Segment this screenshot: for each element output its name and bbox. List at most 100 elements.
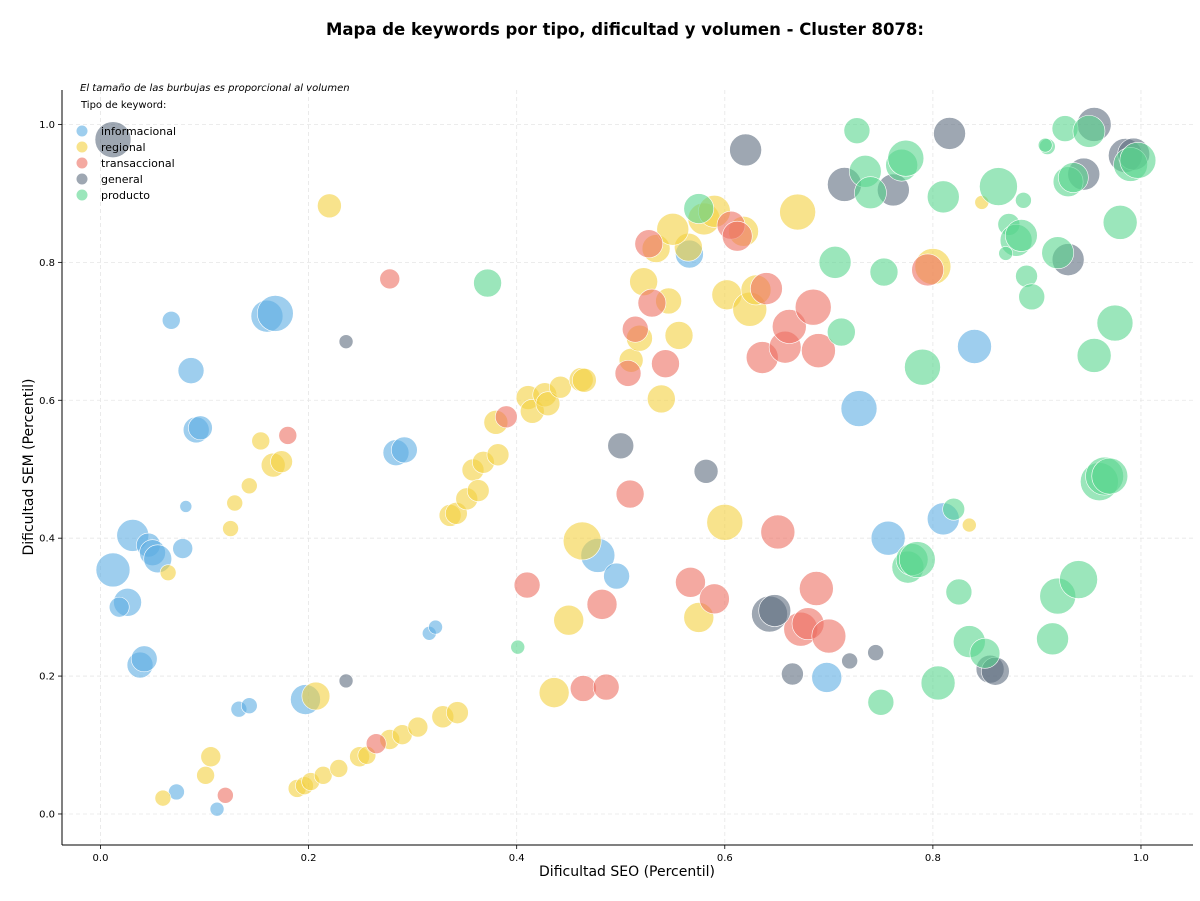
bubble-size-note: El tamaño de las burbujas es proporciona… — [80, 83, 350, 94]
bubble-point — [365, 733, 387, 754]
legend-label: producto — [101, 189, 150, 202]
x-tick-label: 1.0 — [1133, 853, 1149, 864]
series-producto — [473, 115, 1157, 716]
bubble-point — [569, 675, 597, 702]
bubble-point — [154, 789, 172, 807]
bubble-point — [94, 121, 132, 158]
bubble-point — [869, 257, 899, 287]
bubble-point — [494, 405, 518, 429]
series-transaccional — [217, 210, 944, 804]
bubble-point — [699, 583, 730, 615]
legend-label: general — [101, 173, 143, 186]
bubble-point — [209, 801, 225, 817]
bubble-point — [1005, 219, 1038, 252]
bubble-point — [801, 333, 836, 368]
bubble-point — [843, 117, 871, 144]
bubble-point — [159, 564, 177, 581]
y-tick-label: 0.6 — [39, 396, 55, 407]
legend-label: regional — [101, 141, 146, 154]
bubble-point — [538, 677, 570, 708]
bubble-point — [706, 504, 744, 541]
bubble-point — [222, 520, 239, 537]
y-tick-label: 1.0 — [39, 120, 55, 131]
bubble-point — [758, 594, 792, 627]
bubble-point — [969, 638, 1001, 669]
y-tick-label: 0.4 — [39, 534, 55, 545]
bubble-point — [1091, 457, 1129, 495]
legend-swatch — [76, 125, 88, 137]
bubble-point — [867, 688, 895, 716]
bubble-point — [957, 329, 992, 364]
bubble-point — [1018, 283, 1046, 311]
bubble-point — [841, 652, 858, 670]
bubble-point — [1041, 236, 1075, 270]
bubble-point — [1059, 560, 1098, 599]
bubble-point — [1102, 205, 1138, 240]
bubble-point — [840, 390, 878, 427]
legend-label: transaccional — [101, 157, 175, 170]
bubble-point — [1076, 338, 1112, 373]
y-tick-label: 0.2 — [39, 672, 55, 683]
bubble-point — [867, 644, 884, 661]
bubble-point — [177, 357, 205, 384]
bubble-point — [217, 787, 234, 804]
bubble-point — [188, 415, 213, 441]
bubble-point — [760, 514, 796, 550]
bubble-point — [854, 176, 887, 210]
bubble-point — [911, 253, 944, 287]
legend-item-general: general — [76, 173, 143, 186]
bubble-point — [811, 618, 847, 654]
axes — [61, 90, 1193, 846]
legend: El tamaño de las burbujas es proporciona… — [76, 83, 350, 202]
bubble-point — [270, 450, 293, 473]
bubble-point — [942, 497, 965, 521]
bubble-point — [603, 562, 630, 590]
bubble-point — [130, 645, 158, 673]
bubble-point — [535, 391, 561, 417]
legend-item-informacional: informacional — [76, 125, 176, 138]
legend-item-producto: producto — [76, 189, 150, 202]
x-tick-label: 0.2 — [301, 853, 317, 864]
chart-title: Mapa de keywords por tipo, dificultad y … — [325, 20, 925, 39]
bubble-point — [998, 246, 1014, 261]
bubble-point — [1037, 137, 1053, 153]
bubble-point — [634, 229, 664, 259]
bubble-point — [592, 673, 620, 701]
legend-swatch — [76, 173, 88, 185]
bubble-point — [721, 220, 753, 252]
bubble-point — [961, 517, 977, 533]
bubble-point — [750, 272, 783, 305]
bubble-point — [607, 432, 635, 460]
bubble-point — [622, 315, 649, 343]
bubble-point — [1058, 162, 1089, 193]
bubble-point — [473, 268, 502, 298]
bubble-point — [615, 479, 645, 509]
x-tick-label: 0.6 — [717, 853, 733, 864]
bubble-point — [799, 571, 834, 606]
bubble-point — [428, 619, 443, 635]
bubble-point — [329, 759, 349, 778]
bubble-point — [827, 317, 856, 347]
bubble-point — [226, 494, 244, 512]
bubble-point — [933, 117, 966, 150]
bubble-point — [256, 295, 294, 332]
bubble-point — [904, 348, 941, 386]
bubble-point — [675, 567, 706, 598]
bubble-point — [664, 321, 694, 350]
bubble-point — [1096, 304, 1134, 342]
bubble-point — [200, 746, 222, 768]
bubble-point — [887, 139, 925, 177]
bubble-point — [729, 133, 762, 167]
bubble-point — [693, 458, 719, 484]
bubble-point — [407, 716, 429, 738]
legend-swatch — [76, 141, 88, 153]
bubble-point — [1072, 115, 1106, 148]
legend-item-transaccional: transaccional — [76, 157, 175, 170]
bubble-point — [553, 604, 585, 636]
bubble-point — [513, 571, 541, 599]
bubble-point — [338, 334, 354, 349]
bubble-point — [379, 268, 401, 290]
bubble-point — [172, 538, 193, 559]
bubble-point — [572, 367, 597, 393]
